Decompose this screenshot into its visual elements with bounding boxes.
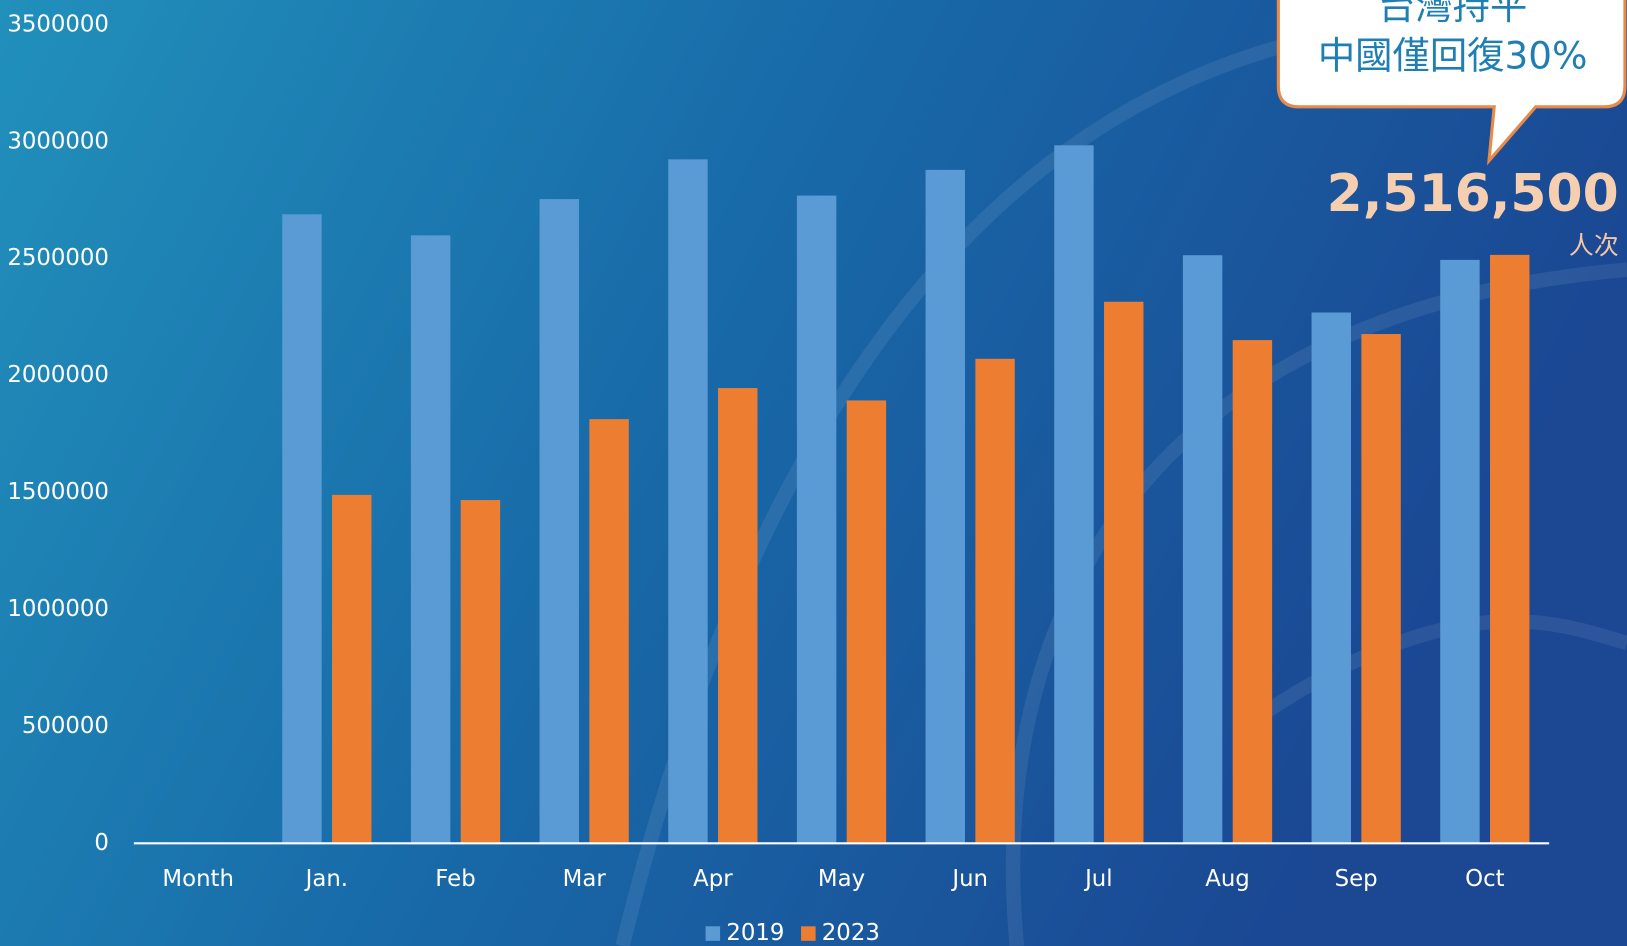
- legend-label: 2023: [822, 920, 880, 946]
- y-tick-label: 2500000: [7, 245, 109, 271]
- x-tick-label: Sep: [1335, 866, 1378, 892]
- x-tick-label: Jan.: [304, 866, 348, 892]
- bar: [282, 214, 322, 844]
- bar: [1182, 255, 1223, 844]
- callout-bubble: [1276, 0, 1627, 166]
- bar: [332, 494, 372, 844]
- y-tick-label: 3500000: [7, 11, 109, 37]
- bar: [668, 159, 708, 844]
- y-tick-label: 500000: [22, 713, 109, 739]
- bar: [1104, 301, 1144, 844]
- y-tick-label: 2000000: [7, 362, 109, 388]
- x-tick-label: Aug: [1205, 866, 1250, 892]
- y-tick-label: 1000000: [7, 596, 109, 622]
- bar: [925, 169, 965, 844]
- annotation: 台灣持平: [1378, 0, 1527, 28]
- bar: [1232, 340, 1273, 844]
- data-label: 2,516,500: [1327, 164, 1619, 224]
- bar: [539, 199, 579, 844]
- bar: [1361, 334, 1401, 844]
- bar: [1311, 312, 1351, 844]
- x-tick-label: Feb: [435, 866, 475, 892]
- bar: [1490, 254, 1530, 844]
- x-tick-label: Apr: [693, 866, 733, 892]
- bar: [1054, 145, 1094, 844]
- bar: [975, 358, 1015, 844]
- bar: [410, 235, 451, 844]
- annotation: 人次: [1569, 231, 1619, 260]
- y-tick-label: 1500000: [7, 479, 109, 505]
- x-tick-label: Jun: [950, 866, 988, 892]
- bar: [1440, 259, 1480, 844]
- y-tick-label: 3000000: [7, 128, 109, 154]
- bar: [846, 400, 887, 844]
- legend-label: 2019: [726, 920, 784, 946]
- legend-swatch: [705, 926, 721, 941]
- legend-swatch: [801, 926, 816, 941]
- annotation: 中國僅回復30%: [1318, 34, 1588, 78]
- bar: [589, 419, 629, 844]
- bar: [796, 195, 837, 844]
- x-tick-label: May: [818, 866, 865, 892]
- bar: [718, 388, 758, 844]
- x-tick-label: Mar: [563, 866, 607, 892]
- x-tick-label: Month: [162, 866, 234, 892]
- x-tick-label: Oct: [1465, 866, 1505, 892]
- bar: [460, 500, 501, 844]
- x-tick-label: Jul: [1083, 866, 1113, 892]
- y-tick-label: 0: [94, 830, 109, 856]
